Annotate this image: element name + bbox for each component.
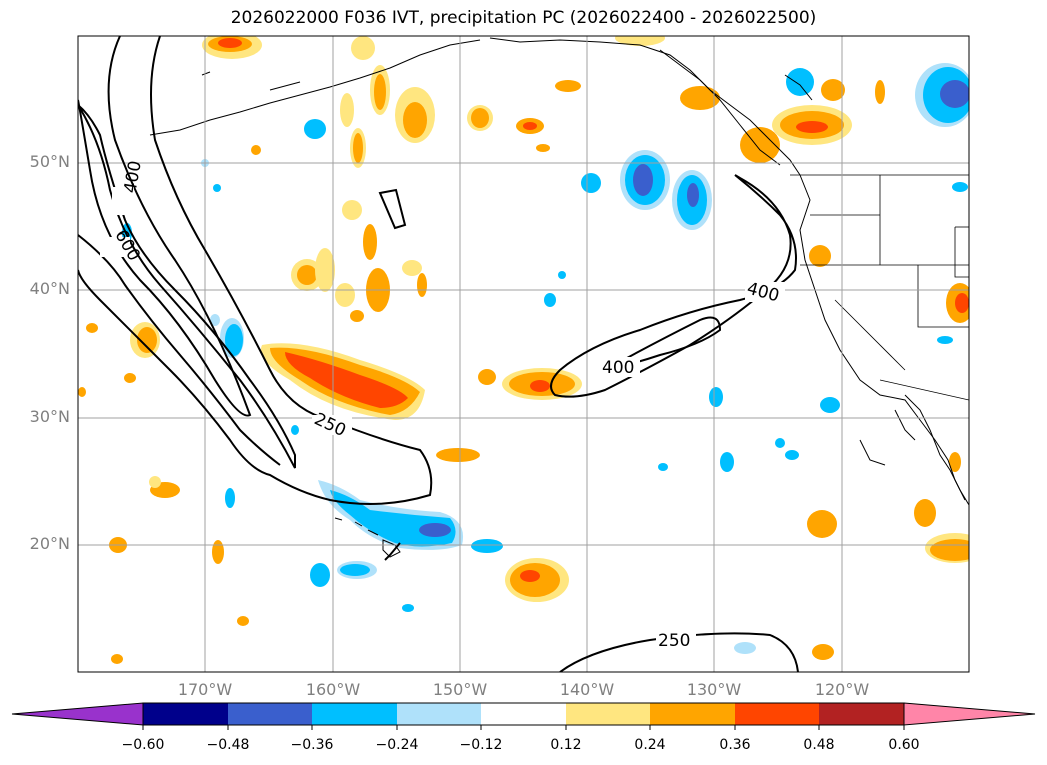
ivt-contours [78, 36, 799, 672]
colorbar-tick-label: 0.60 [888, 737, 920, 753]
map-frame [77, 35, 970, 673]
lon-label-140w: 140°W [559, 680, 615, 699]
colorbar-tick-label: −0.12 [459, 737, 503, 753]
colorbar-segment [481, 703, 566, 725]
lat-label-30n: 30°N [29, 407, 70, 426]
lon-label-150w: 150°W [432, 680, 488, 699]
precip-positive-regions [78, 36, 969, 664]
colorbar-tick-label: −0.60 [121, 737, 165, 753]
colorbar-segment [566, 703, 650, 725]
colorbar-tick-label: 0.12 [550, 737, 582, 753]
lon-label-130w: 130°W [686, 680, 742, 699]
colorbar-tick-label: 0.36 [719, 737, 751, 753]
colorbar-tick-label: −0.36 [290, 737, 334, 753]
colorbar-tick-label: 0.24 [634, 737, 666, 753]
colorbar [11, 702, 1036, 730]
lon-label-170w: 170°W [177, 680, 233, 699]
lon-label-120w: 120°W [814, 680, 870, 699]
colorbar-segment [312, 703, 397, 725]
coastlines [149, 37, 969, 506]
contour-label: 400 [120, 159, 145, 194]
colorbar-tick-label: −0.48 [206, 737, 250, 753]
lat-label-50n: 50°N [29, 152, 70, 171]
contour-label: 250 [658, 631, 690, 651]
contour-label: 400 [602, 358, 634, 378]
ivt-contour-labels: 400 600 250 400 400 250 [100, 159, 785, 651]
colorbar-lower-extension [11, 702, 144, 726]
colorbar-segment [143, 703, 228, 725]
colorbar-segment [228, 703, 312, 725]
lat-label-20n: 20°N [29, 534, 70, 553]
map-area: 400 600 250 400 400 250 [78, 36, 969, 672]
colorbar-segment [397, 703, 481, 725]
map-title: 2026022000 F036 IVT, precipitation PC (2… [230, 8, 817, 28]
colorbar-tick-label: −0.24 [375, 737, 419, 753]
lat-label-40n: 40°N [29, 279, 70, 298]
gridlines [78, 36, 969, 672]
colorbar-upper-extension [903, 702, 1036, 726]
contour-label: 250 [311, 409, 349, 441]
state-borders [790, 174, 969, 401]
colorbar-segment [735, 703, 819, 725]
lon-label-160w: 160°W [305, 680, 361, 699]
hawaiian-islands [334, 517, 401, 558]
colorbar-segment [819, 703, 904, 725]
colorbar-segment [650, 703, 735, 725]
colorbar-tick-label: 0.48 [803, 737, 835, 753]
